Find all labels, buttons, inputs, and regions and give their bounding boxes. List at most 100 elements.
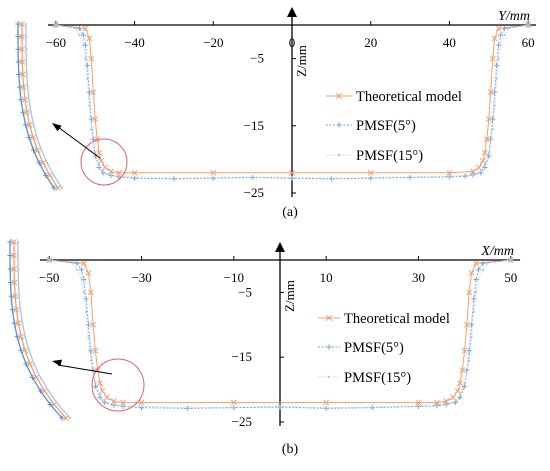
data-point — [87, 289, 94, 296]
x-tick-label: 0 — [289, 35, 296, 50]
data-point — [470, 168, 476, 175]
data-point — [85, 322, 92, 328]
data-point — [172, 177, 176, 180]
inset-point — [40, 159, 47, 166]
zoom-circle — [91, 358, 145, 412]
inset-point — [35, 136, 39, 139]
data-point — [88, 55, 95, 62]
inset-point — [47, 389, 50, 393]
data-point — [443, 398, 450, 405]
data-point — [497, 32, 504, 38]
legend-label: Theoretical model — [356, 89, 462, 105]
data-point — [325, 406, 328, 409]
data-point — [133, 175, 136, 178]
inset-point — [26, 134, 32, 141]
data-point — [464, 174, 467, 177]
x-tick-label: −10 — [224, 270, 244, 285]
data-point — [103, 394, 110, 401]
inset-point — [30, 147, 37, 153]
legend-label: PMSF(5°) — [344, 340, 404, 356]
data-point — [501, 25, 508, 31]
data-point — [96, 149, 103, 156]
x-tick-label: −20 — [203, 35, 223, 50]
data-point — [186, 406, 189, 409]
data-point — [278, 405, 282, 408]
inset-point — [46, 172, 53, 179]
data-point — [98, 393, 102, 396]
x-axis-label: X/mm — [480, 244, 514, 259]
inset-line — [25, 24, 63, 189]
inset-point — [24, 335, 27, 338]
zoom-arrow-head — [52, 123, 62, 132]
data-point — [472, 310, 475, 313]
inset-point — [51, 185, 57, 191]
data-point — [76, 25, 83, 31]
data-point — [120, 399, 127, 406]
data-point — [507, 27, 510, 30]
zoom-circle — [80, 138, 128, 186]
data-point — [475, 291, 478, 294]
inset-point — [25, 73, 28, 76]
data-point — [468, 270, 475, 276]
data-point — [490, 116, 496, 122]
inset-point — [15, 320, 22, 327]
data-point — [461, 347, 468, 354]
inset-point — [27, 349, 31, 352]
data-point — [450, 394, 457, 401]
data-point — [494, 62, 500, 68]
data-point — [101, 170, 105, 173]
data-point — [80, 32, 87, 38]
data-point — [371, 405, 374, 409]
data-point — [323, 399, 330, 406]
data-point — [487, 89, 494, 96]
data-point — [503, 33, 506, 37]
inset-line — [17, 242, 71, 419]
data-point — [232, 405, 235, 409]
inset-point — [55, 185, 61, 191]
panel-caption: (a) — [282, 205, 298, 220]
y-tick-label: −25 — [232, 414, 252, 429]
inset-point — [19, 308, 22, 311]
data-point — [493, 104, 496, 107]
inset-point — [32, 123, 35, 127]
inset-point — [29, 111, 33, 114]
data-point — [470, 336, 473, 339]
data-point — [462, 383, 468, 389]
inset-point — [7, 239, 13, 245]
inset-point — [9, 307, 16, 313]
inset-point — [23, 122, 29, 128]
legend-label: PMSF(15°) — [344, 370, 411, 386]
inset-point — [8, 293, 14, 299]
data-point — [527, 23, 530, 27]
y-tick-label: −5 — [238, 284, 252, 299]
data-point — [98, 157, 105, 164]
inset-point — [22, 347, 28, 354]
y-tick-label: −15 — [232, 349, 252, 364]
data-point — [486, 262, 489, 265]
data-point — [485, 116, 492, 123]
inset-point — [52, 174, 55, 177]
data-point — [74, 260, 80, 266]
inset-point — [33, 374, 40, 381]
data-point — [88, 104, 91, 107]
data-point — [85, 270, 92, 276]
data-point — [471, 173, 475, 176]
series-1 — [46, 257, 514, 406]
inset-point — [18, 347, 24, 353]
data-point — [479, 157, 486, 164]
data-point — [110, 398, 117, 405]
inset-point — [24, 35, 28, 38]
panel-a: −60 −40 −20 0 20 40 60 −5 −15 −25 Y/mm Z/mm Theoreti… — [15, 7, 536, 220]
data-point — [495, 25, 502, 32]
inset-point — [12, 293, 19, 300]
data-point — [454, 400, 457, 403]
data-point — [445, 402, 448, 405]
inset-point — [18, 333, 25, 340]
data-point — [290, 176, 294, 179]
data-point — [486, 153, 492, 159]
inset-point — [29, 374, 36, 380]
inset-point — [22, 96, 28, 103]
data-point — [89, 359, 92, 362]
inset-line — [13, 242, 67, 419]
inset-point — [26, 121, 33, 128]
